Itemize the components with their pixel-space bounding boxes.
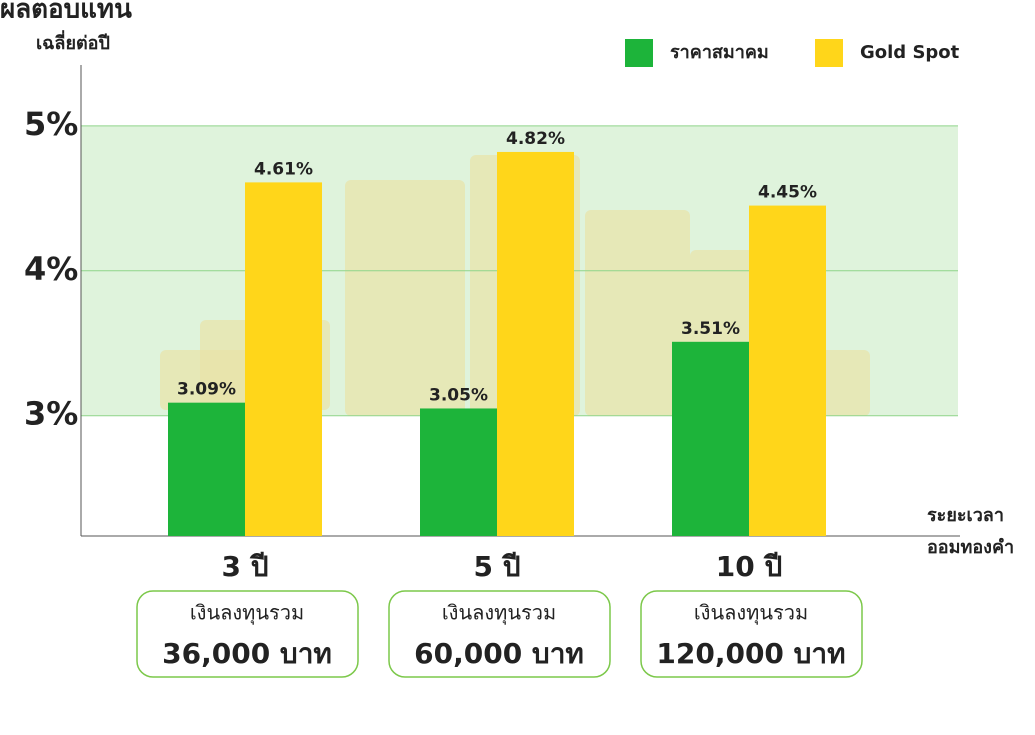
investment-caption: เงินลงทุนรวม (442, 601, 556, 626)
bar (749, 205, 826, 536)
investment-amount: 36,000 บาท (162, 637, 332, 670)
legend-swatch (815, 39, 843, 67)
investment-box (136, 590, 359, 678)
value-label: 3.51% (681, 319, 740, 339)
bar (420, 408, 497, 536)
legend-label: ราคาสมาคม (670, 42, 769, 63)
investment-amount: 60,000 บาท (414, 637, 584, 670)
bar (168, 402, 245, 536)
legend-swatch (625, 39, 653, 67)
x-axis-label: ระยะเวลา (927, 505, 1004, 526)
bar (245, 182, 322, 536)
value-label: 4.82% (506, 129, 565, 149)
investment-caption: เงินลงทุนรวม (694, 601, 808, 626)
bar (672, 341, 749, 536)
investment-caption: เงินลงทุนรวม (190, 601, 304, 626)
legend-label: Gold Spot (860, 42, 960, 63)
investment-box (640, 590, 863, 678)
bar (497, 151, 574, 536)
value-label: 4.45% (758, 183, 817, 203)
value-label: 4.61% (254, 159, 313, 179)
y-tick-label: 4% (24, 250, 78, 288)
x-tick-label: 3 ปี (221, 550, 268, 583)
x-axis-label: ออมทองคำ (927, 537, 1014, 558)
value-label: 3.09% (177, 380, 236, 400)
investment-box (388, 590, 611, 678)
y-axis-label: เฉลี่ยต่อปี (36, 30, 110, 54)
x-tick-label: 10 ปี (716, 550, 783, 583)
investment-amount: 120,000 บาท (656, 637, 845, 670)
gold-bar-decoration (345, 180, 465, 416)
y-axis-label: ผลตอบแทน (0, 0, 132, 25)
y-tick-label: 3% (24, 395, 78, 433)
gold-bar-decoration (585, 210, 690, 416)
x-tick-label: 5 ปี (473, 550, 520, 583)
y-tick-label: 5% (24, 105, 78, 143)
value-label: 3.05% (429, 385, 488, 405)
